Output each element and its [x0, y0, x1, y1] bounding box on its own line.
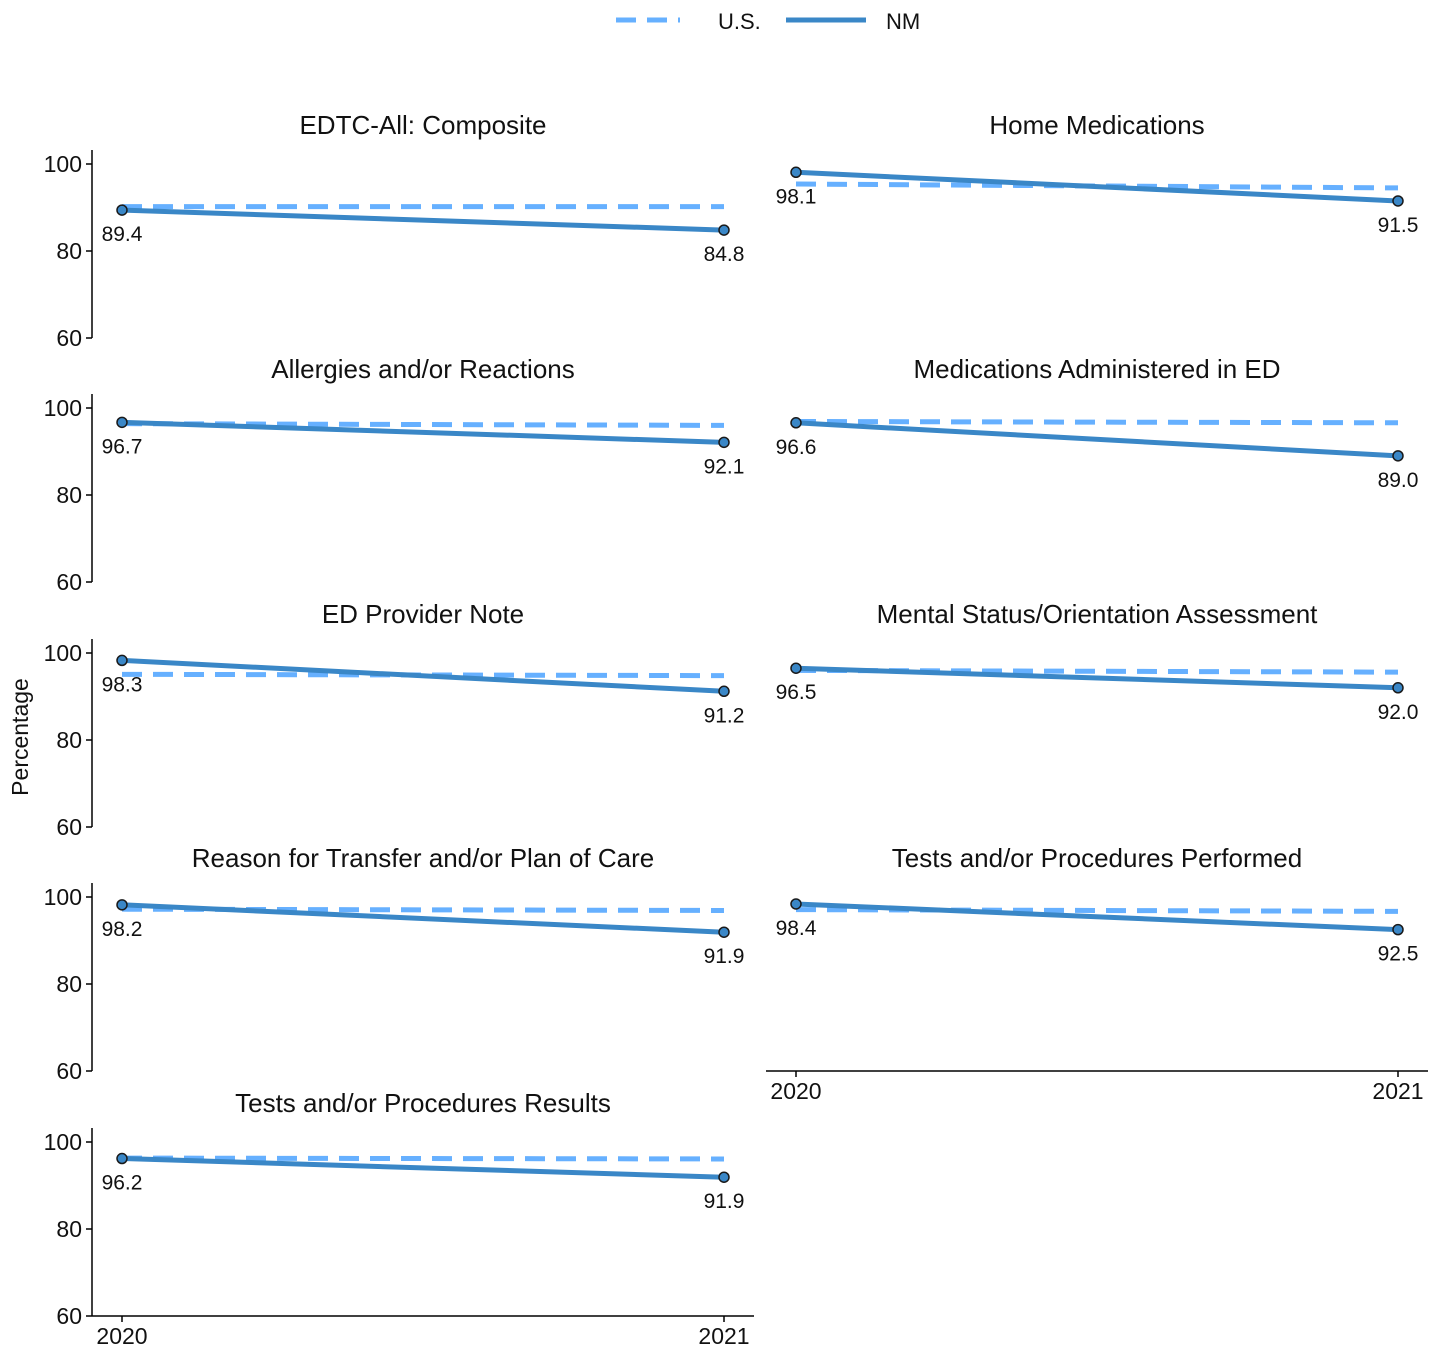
- panel-1-nm-label-2021: 84.8: [704, 243, 745, 266]
- panel-8-title: Tests and/or Procedures Performed: [892, 843, 1302, 873]
- panel-2-title: Home Medications: [989, 110, 1204, 140]
- panel-2-us-line: [795, 181, 1399, 191]
- panel-3-y-tick-label-60: 60: [56, 569, 82, 595]
- panel-7-y-tick-label-80: 80: [56, 971, 82, 997]
- panel-3-nm-point-2021: [718, 436, 730, 449]
- legend-nm-label: NM: [886, 9, 920, 34]
- panel-2-nm-point-2020: [790, 166, 802, 179]
- panel-9-y-tick-label-80: 80: [56, 1216, 82, 1242]
- panel-7-nm-point-2020: [116, 899, 128, 911]
- panel-1-nm-point-2021: [718, 224, 730, 236]
- panel-5-nm-point-2021: [718, 685, 730, 698]
- panel-8-nm-label-2020: 98.4: [776, 917, 817, 940]
- panel-1-title: EDTC-All: Composite: [299, 110, 546, 140]
- panel-1-y-tick-label-60: 60: [56, 325, 82, 351]
- panel-4-title: Medications Administered in ED: [913, 354, 1280, 384]
- panel-9-nm-line: [121, 1156, 725, 1180]
- panel-4-nm-line: [795, 420, 1399, 459]
- panel-9-y-tick-label-60: 60: [56, 1303, 82, 1329]
- panel-1-y-tick-label-80: 80: [56, 238, 82, 264]
- panel-4-nm-point-2020: [790, 417, 802, 429]
- panel-4-us-line: [795, 418, 1399, 426]
- panel-9-nm-label-2021: 91.9: [704, 1190, 745, 1213]
- panel-1-nm-label-2020: 89.4: [102, 223, 143, 246]
- panel-3-nm-label-2020: 96.7: [102, 435, 143, 458]
- panel-5-y-tick-label-60: 60: [56, 814, 82, 840]
- panel-8-x-tick-label-2020: 2020: [770, 1078, 821, 1104]
- panel-6-nm-label-2021: 92.0: [1378, 701, 1419, 724]
- panel-9-nm-label-2020: 96.2: [102, 1172, 143, 1195]
- y-axis-label: Percentage: [7, 678, 33, 796]
- legend-us-label: U.S.: [718, 9, 761, 34]
- panel-7-y-tick-label-100: 100: [44, 884, 82, 910]
- panel-5-nm-label-2021: 91.2: [704, 704, 745, 727]
- panel-7-nm-line: [121, 902, 725, 935]
- panel-7-nm-label-2021: 91.9: [704, 945, 745, 968]
- panel-2-nm-label-2020: 98.1: [776, 185, 817, 208]
- panel-7-nm-point-2021: [718, 926, 730, 938]
- panel-2-nm-line: [795, 169, 1399, 204]
- panel-8-nm-line: [795, 901, 1399, 933]
- panel-8-nm-point-2020: [790, 898, 802, 910]
- panel-1-y-tick-label-100: 100: [44, 151, 82, 177]
- panel-9-x-tick-label-2021: 2021: [698, 1323, 749, 1349]
- panel-4-nm-point-2021: [1392, 450, 1404, 462]
- panel-6-nm-point-2021: [1392, 682, 1404, 694]
- panel-7-nm-label-2020: 98.2: [102, 918, 143, 941]
- panel-8-nm-label-2021: 92.5: [1378, 943, 1419, 966]
- panel-9-x-tick-label-2020: 2020: [96, 1323, 147, 1349]
- panel-1-nm-point-2020: [116, 204, 128, 216]
- panel-5-us-line: [121, 671, 725, 679]
- panel-9-us-line: [121, 1155, 725, 1162]
- panel-9-nm-point-2020: [116, 1152, 128, 1165]
- panel-3-title: Allergies and/or Reactions: [271, 354, 575, 384]
- panel-8-nm-point-2021: [1392, 923, 1404, 936]
- panel-8-x-tick-label-2021: 2021: [1372, 1078, 1423, 1104]
- panel-5-title: ED Provider Note: [322, 599, 524, 629]
- panel-2-nm-point-2021: [1392, 195, 1404, 207]
- panel-3-nm-line: [121, 419, 725, 445]
- panel-3-y-tick-label-100: 100: [44, 395, 82, 421]
- panel-3-y-tick-label-80: 80: [56, 482, 82, 508]
- panel-5-y-tick-label-100: 100: [44, 640, 82, 666]
- panel-9-nm-point-2021: [718, 1171, 730, 1183]
- panel-4-nm-label-2021: 89.0: [1378, 469, 1419, 492]
- panel-3-nm-label-2021: 92.1: [704, 455, 745, 478]
- panel-7-y-tick-label-60: 60: [56, 1058, 82, 1084]
- panel-6-nm-label-2020: 96.5: [776, 681, 817, 704]
- panel-6-title: Mental Status/Orientation Assessment: [877, 599, 1319, 629]
- panel-5-nm-line: [121, 657, 725, 694]
- panel-7-title: Reason for Transfer and/or Plan of Care: [192, 843, 654, 873]
- panel-6-nm-line: [795, 665, 1399, 691]
- panel-5-y-tick-label-80: 80: [56, 727, 82, 753]
- panel-5-nm-label-2020: 98.3: [102, 673, 143, 696]
- panel-9-y-tick-label-100: 100: [44, 1129, 82, 1155]
- panel-6-nm-point-2020: [790, 662, 802, 674]
- panel-1-nm-line: [121, 207, 725, 233]
- panel-9-title: Tests and/or Procedures Results: [235, 1088, 611, 1118]
- panel-5-nm-point-2020: [116, 654, 128, 667]
- panel-4-nm-label-2020: 96.6: [776, 436, 817, 459]
- panel-3-nm-point-2020: [116, 416, 128, 429]
- panel-2-nm-label-2021: 91.5: [1378, 214, 1419, 237]
